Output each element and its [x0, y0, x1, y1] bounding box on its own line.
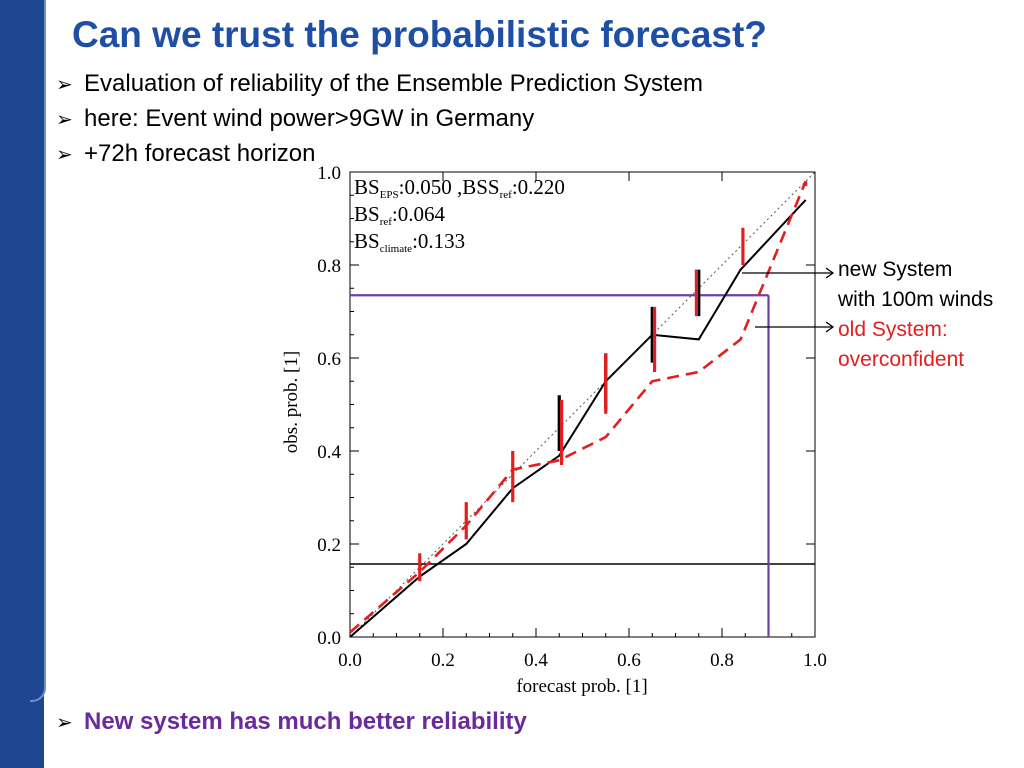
- bullet-2: ➢ here: Event wind power>9GW in Germany: [56, 105, 534, 133]
- score-base: BSS: [462, 175, 499, 199]
- conclusion: ➢ New system has much better reliability: [56, 708, 527, 736]
- score-subscript: ref: [380, 216, 393, 228]
- left-decor-border: [30, 0, 46, 702]
- y-tick-label: 0.6: [317, 349, 341, 370]
- y-tick-label: 0.4: [317, 442, 341, 463]
- bullet-2-text: here: Event wind power>9GW in Germany: [84, 105, 535, 132]
- series-new-system-line: [349, 199, 807, 638]
- score-subscript: ref: [500, 189, 513, 201]
- bullet-3-text: +72h forecast horizon: [84, 140, 316, 167]
- chart-axes: 0.0 0.2 0.4 0.6 0.8 1.0 0.0 0.2 0.4 0.6 0.8 1.0: [317, 165, 827, 671]
- arrowhead-bullet-icon: ➢: [56, 74, 73, 96]
- reliability-chart: 0.0 0.2 0.4 0.6 0.8 1.00.00.20.40.60.81.0 BSE…: [281, 165, 827, 697]
- score-base: BS: [354, 229, 380, 253]
- callout-arrowhead-old: [825, 321, 835, 333]
- y-tick-label: 1.0: [317, 165, 341, 184]
- y-tick-label: 0.8: [317, 256, 341, 277]
- arrowhead-bullet-icon: ➢: [56, 144, 73, 166]
- callout-arrows: [742, 267, 835, 333]
- slide-title: Can we trust the probabilistic forecast?: [72, 14, 767, 55]
- x-tick-label: 0.4: [524, 650, 548, 671]
- score-line: BSEPS:0.050 ,BSSref:0.220: [354, 175, 565, 201]
- score-value: :0.050 ,: [399, 175, 463, 199]
- callout-arrowhead-new: [825, 267, 835, 279]
- callout-old-system: old System: overconfident: [838, 315, 964, 375]
- score-value: :0.064: [392, 202, 446, 226]
- callout-old-line2: overconfident: [838, 348, 965, 371]
- score-base: BS: [354, 202, 380, 226]
- y-axis-label: obs. prob. [1]: [281, 351, 302, 453]
- chart-error-bars: [418, 181, 808, 582]
- score-line: BSclimate:0.133: [354, 229, 465, 255]
- chart-scores: BSEPS:0.050 ,BSSref:0.220BSref:0.064BScl…: [354, 175, 565, 255]
- x-tick-label: 0.2: [431, 650, 455, 671]
- callout-new-line2: with 100m winds: [838, 288, 994, 311]
- bullet-1-text: Evaluation of reliability of the Ensembl…: [84, 70, 703, 97]
- y-tick-label: 0.0: [317, 628, 341, 649]
- score-subscript: EPS: [380, 189, 399, 201]
- callout-old-line1: old System:: [838, 318, 948, 341]
- bullet-1: ➢ Evaluation of reliability of the Ensemb…: [56, 70, 703, 98]
- score-base: BS: [354, 175, 380, 199]
- x-tick-label: 0.8: [710, 650, 734, 671]
- callout-new-system: new System with 100m winds: [838, 255, 993, 315]
- score-value: :0.133: [412, 229, 465, 253]
- arrowhead-bullet-icon: ➢: [56, 109, 73, 131]
- left-decor-band: [0, 0, 46, 768]
- x-tick-label: 1.0: [803, 650, 827, 671]
- conclusion-text: New system has much better reliability: [84, 708, 527, 735]
- x-axis-label: forecast prob. [1]: [516, 676, 647, 697]
- arrowhead-bullet-icon: ➢: [56, 712, 73, 734]
- series-old-system-line: [349, 180, 807, 634]
- score-line: BSref:0.064: [354, 202, 445, 228]
- x-tick-label: 0.0: [338, 650, 362, 671]
- score-value: :0.220: [512, 175, 565, 199]
- score-subscript: climate: [380, 243, 412, 255]
- y-tick-label: 0.2: [317, 535, 341, 556]
- bullet-3: ➢ +72h forecast horizon: [56, 140, 315, 168]
- x-tick-label: 0.6: [617, 650, 641, 671]
- callout-new-line1: new System: [838, 258, 953, 281]
